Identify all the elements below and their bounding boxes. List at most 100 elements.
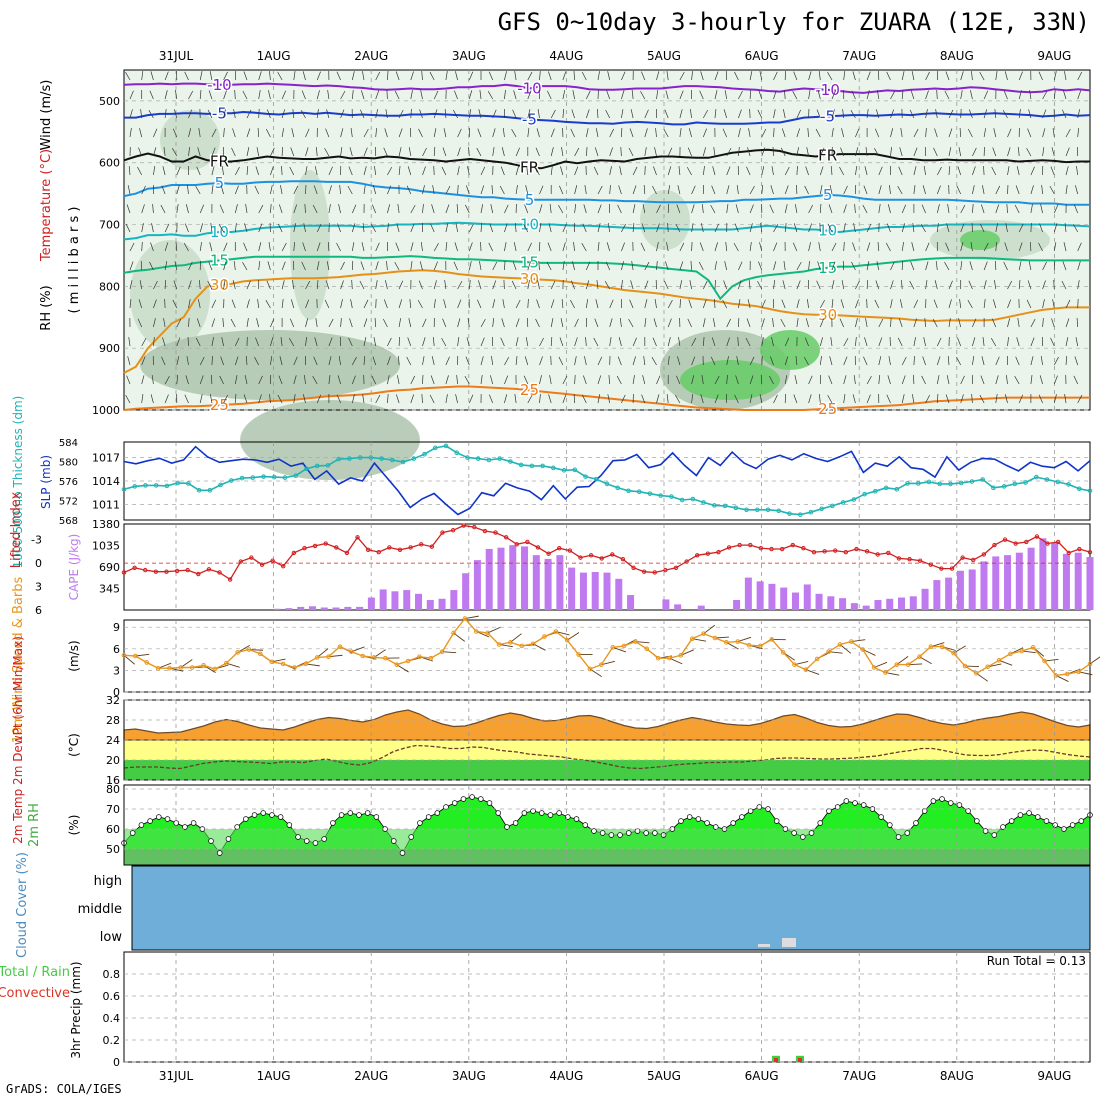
wind-barb [1015,356,1020,366]
wind-speed-marker [814,656,820,662]
wind-barb [712,166,716,176]
wind-barb [348,337,353,347]
wind-barb [162,166,166,176]
isotherm-label: 30 [520,270,539,288]
wind-barb [265,300,271,309]
wind-barb [656,261,658,271]
rh2m-tick-label: 50 [106,843,120,856]
wind-barb [726,185,730,195]
wind-barb [806,147,809,157]
thickness-marker [1066,482,1071,487]
wind-barb [480,337,485,347]
wind-barb-10m [180,659,193,668]
wind-barb [890,109,895,119]
wind-barb [480,222,482,233]
wind-barb [537,109,540,119]
rh2m-marker [330,820,336,826]
wind-barb [606,90,611,100]
wind-barb [375,242,380,252]
wind-barb [163,318,166,328]
lifted-marker [461,523,466,528]
lifted-marker [833,548,838,553]
wind-barb [539,185,544,195]
lifted-marker [758,546,764,551]
wind-barb [594,318,599,328]
wind-barb [663,128,669,138]
wind-speed-marker [587,666,593,672]
wind-barb [468,242,473,252]
wind-barb [913,337,916,347]
wind-barb [1052,299,1055,309]
wind-barb [514,394,517,404]
rh2m-marker [573,816,580,822]
wind-barb [771,166,774,176]
wind-barb [316,394,322,404]
wind-barb [913,185,916,195]
wind-barb [457,147,461,157]
wind-barb [866,261,870,271]
lifted-marker [843,549,849,555]
wind-barb [258,223,263,233]
wind-barb [562,71,567,81]
wind-barb [761,147,766,157]
wind-barb [302,71,306,81]
wind-barb [574,204,577,214]
wind-barb [477,299,482,309]
lifted-marker [344,550,350,556]
top-day-label: 5AUG [647,49,681,63]
wind-barb [653,166,657,176]
wind-barb [936,375,940,385]
bottom-day-label: 8AUG [940,1069,974,1083]
wind-barb [480,185,485,195]
wind-barb [656,204,661,214]
cape-bar [909,596,917,610]
wind-barb [738,109,742,119]
wind-barb [457,337,460,347]
wind-barb [644,147,647,157]
wind-barb [784,166,790,176]
cloud-level-label: low [100,930,123,945]
wind-speed-marker [951,650,956,656]
wind-barb [129,128,132,138]
thickness-marker [679,497,685,503]
wind-barb [983,90,989,100]
wind-barb [878,204,881,214]
wind-barb [199,242,202,252]
rh2m-marker [626,830,632,836]
lifted-marker [397,547,403,552]
wind-barb [702,280,708,290]
wind-barb [349,318,353,328]
wind-barb [410,394,415,404]
wind-barb [925,394,930,404]
wind-barb [550,336,553,347]
wind-barb [759,71,763,81]
lifted-marker [503,535,509,540]
wind-barb [819,337,823,347]
wind-barb [1038,394,1043,404]
wind-barb [221,166,224,176]
wind-speed-marker [1064,671,1070,677]
wind-barb [410,204,416,214]
wind-barb [960,71,964,81]
wind-barb [360,109,365,119]
wind-barb [794,375,798,385]
wind-barb [796,280,801,290]
wind-barb [757,109,763,119]
cape-bar [308,606,316,610]
wind-barb [793,223,798,233]
wind-barb [445,242,448,252]
wind-barb [246,109,252,119]
wind-barb [186,356,189,366]
wind-barb [351,223,356,233]
wind-barb [325,128,330,138]
wind-barb [1062,109,1067,119]
wind-barb [948,128,953,138]
wind-barb [492,318,494,328]
wind-barb [387,70,389,81]
wind-barb [535,147,540,157]
wind-barb [909,109,915,119]
wind-barb [679,109,683,119]
wind-barb [780,318,786,328]
thickness-marker [958,480,964,486]
wind-barb [1030,204,1033,214]
